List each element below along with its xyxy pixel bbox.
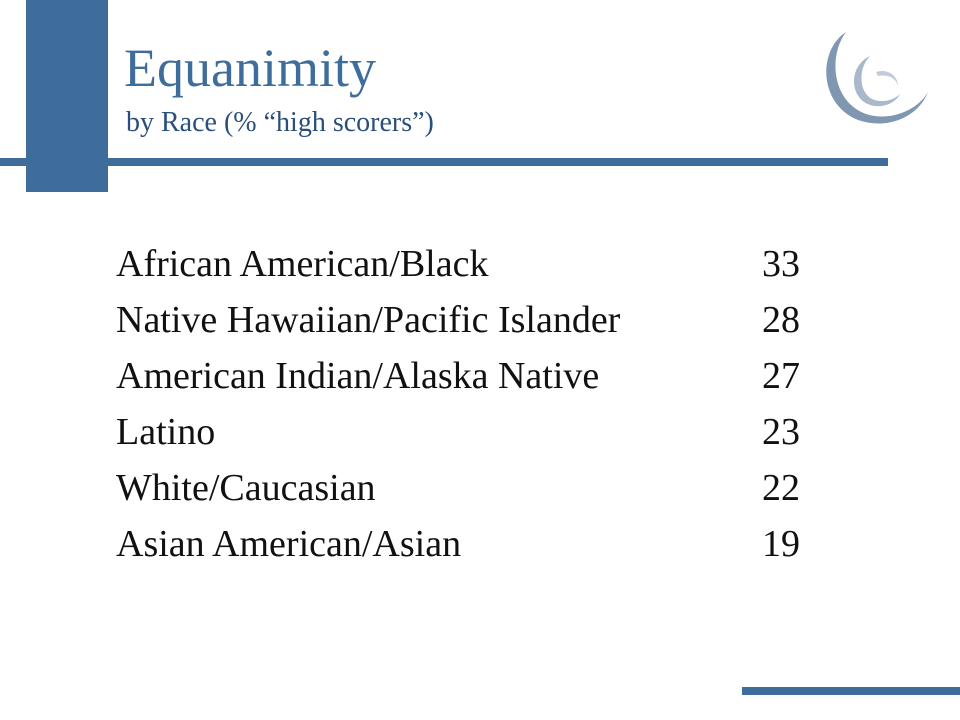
row-label: African American/Black bbox=[116, 243, 489, 285]
table-row: African American/Black 33 bbox=[116, 236, 816, 292]
row-label: White/Caucasian bbox=[116, 467, 376, 509]
row-label: Latino bbox=[116, 411, 216, 453]
table-row: Asian American/Asian 19 bbox=[116, 516, 816, 572]
row-value: 19 bbox=[762, 523, 800, 565]
row-label: American Indian/Alaska Native bbox=[116, 355, 600, 397]
footer-divider bbox=[742, 687, 960, 695]
table-row: Latino 23 bbox=[116, 404, 816, 460]
swirl-logo-icon bbox=[826, 32, 928, 124]
row-value: 22 bbox=[762, 467, 800, 509]
row-value: 28 bbox=[762, 299, 800, 341]
slide-subtitle: by Race (% “high scorers”) bbox=[126, 107, 434, 138]
row-value: 27 bbox=[762, 355, 800, 397]
table-row: White/Caucasian 22 bbox=[116, 460, 816, 516]
title-divider bbox=[0, 158, 888, 166]
row-value: 23 bbox=[762, 411, 800, 453]
race-score-table: African American/Black 33 Native Hawaiia… bbox=[116, 236, 816, 572]
row-value: 33 bbox=[762, 243, 800, 285]
row-label: Asian American/Asian bbox=[116, 523, 462, 565]
row-label: Native Hawaiian/Pacific Islander bbox=[116, 299, 621, 341]
table-row: Native Hawaiian/Pacific Islander 28 bbox=[116, 292, 816, 348]
table-row: American Indian/Alaska Native 27 bbox=[116, 348, 816, 404]
slide-title: Equanimity bbox=[124, 38, 376, 98]
